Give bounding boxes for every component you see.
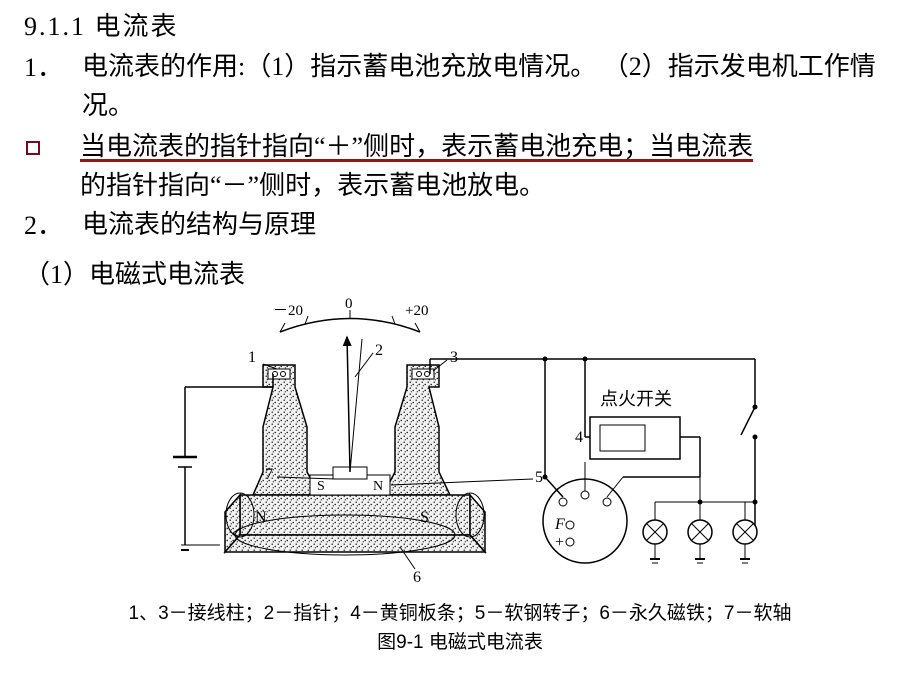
- pole-n1: N: [373, 479, 383, 494]
- gen-f: F: [554, 516, 565, 533]
- lamp-1: [643, 520, 667, 544]
- callout-2: 2: [375, 342, 383, 359]
- gen-plus: +: [555, 534, 564, 551]
- figure-ammeter: －20 0 +20 S N N S: [145, 297, 775, 592]
- bullet-icon: [26, 141, 40, 155]
- scale-right: +20: [405, 303, 428, 319]
- item-2-text: 电流表的结构与原理: [82, 205, 896, 244]
- subsection: （1）电磁式电流表: [24, 254, 896, 291]
- figure-wrapper: －20 0 +20 S N N S: [24, 297, 896, 592]
- figure-legend: 1、3－接线柱；2－指针；4－黄铜板条；5－软钢转子；6－永久磁铁；7－软轴 图…: [24, 600, 896, 657]
- legend-caption: 图9-1 电磁式电流表: [377, 632, 543, 653]
- bullet-line2: 的指针指向“－”侧时，表示蓄电池放电。: [80, 171, 545, 200]
- callout-6: 6: [413, 569, 421, 586]
- item-1-text: 电流表的作用:（1）指示蓄电池充放电情况。 （2）指示发电机工作情况。: [82, 47, 896, 125]
- section-heading: 9.1.1 电流表: [24, 6, 896, 43]
- callout-3: 3: [450, 349, 458, 366]
- pole-s1: S: [317, 479, 325, 494]
- legend-parts: 1、3－接线柱；2－指针；4－黄铜板条；5－软钢转子；6－永久磁铁；7－软轴: [129, 603, 792, 624]
- ammeter-diagram-svg: －20 0 +20 S N N S: [145, 297, 775, 587]
- callout-4: 4: [575, 429, 583, 446]
- item-2-number: 2．: [24, 205, 82, 242]
- scale-left: －20: [273, 303, 303, 319]
- ignition-label: 点火开关: [600, 389, 672, 409]
- item-1-number: 1．: [24, 47, 82, 84]
- bullet-line1: 当电流表的指针指向“＋”侧时，表示蓄电池充电；当电流表: [80, 132, 753, 161]
- bullet-text: 当电流表的指针指向“＋”侧时，表示蓄电池充电；当电流表 的指针指向“－”侧时，表…: [80, 127, 896, 205]
- bullet-item: 当电流表的指针指向“＋”侧时，表示蓄电池充电；当电流表 的指针指向“－”侧时，表…: [24, 127, 896, 205]
- callout-7: 7: [265, 466, 273, 483]
- lamp-3: [733, 520, 757, 544]
- item-1: 1． 电流表的作用:（1）指示蓄电池充放电情况。 （2）指示发电机工作情况。: [24, 47, 896, 125]
- item-2: 2． 电流表的结构与原理: [24, 205, 896, 244]
- pole-s2: S: [420, 509, 429, 526]
- callout-1: 1: [248, 349, 256, 366]
- callout-5: 5: [535, 469, 543, 486]
- scale-zero: 0: [345, 297, 353, 312]
- lamp-2: [688, 520, 712, 544]
